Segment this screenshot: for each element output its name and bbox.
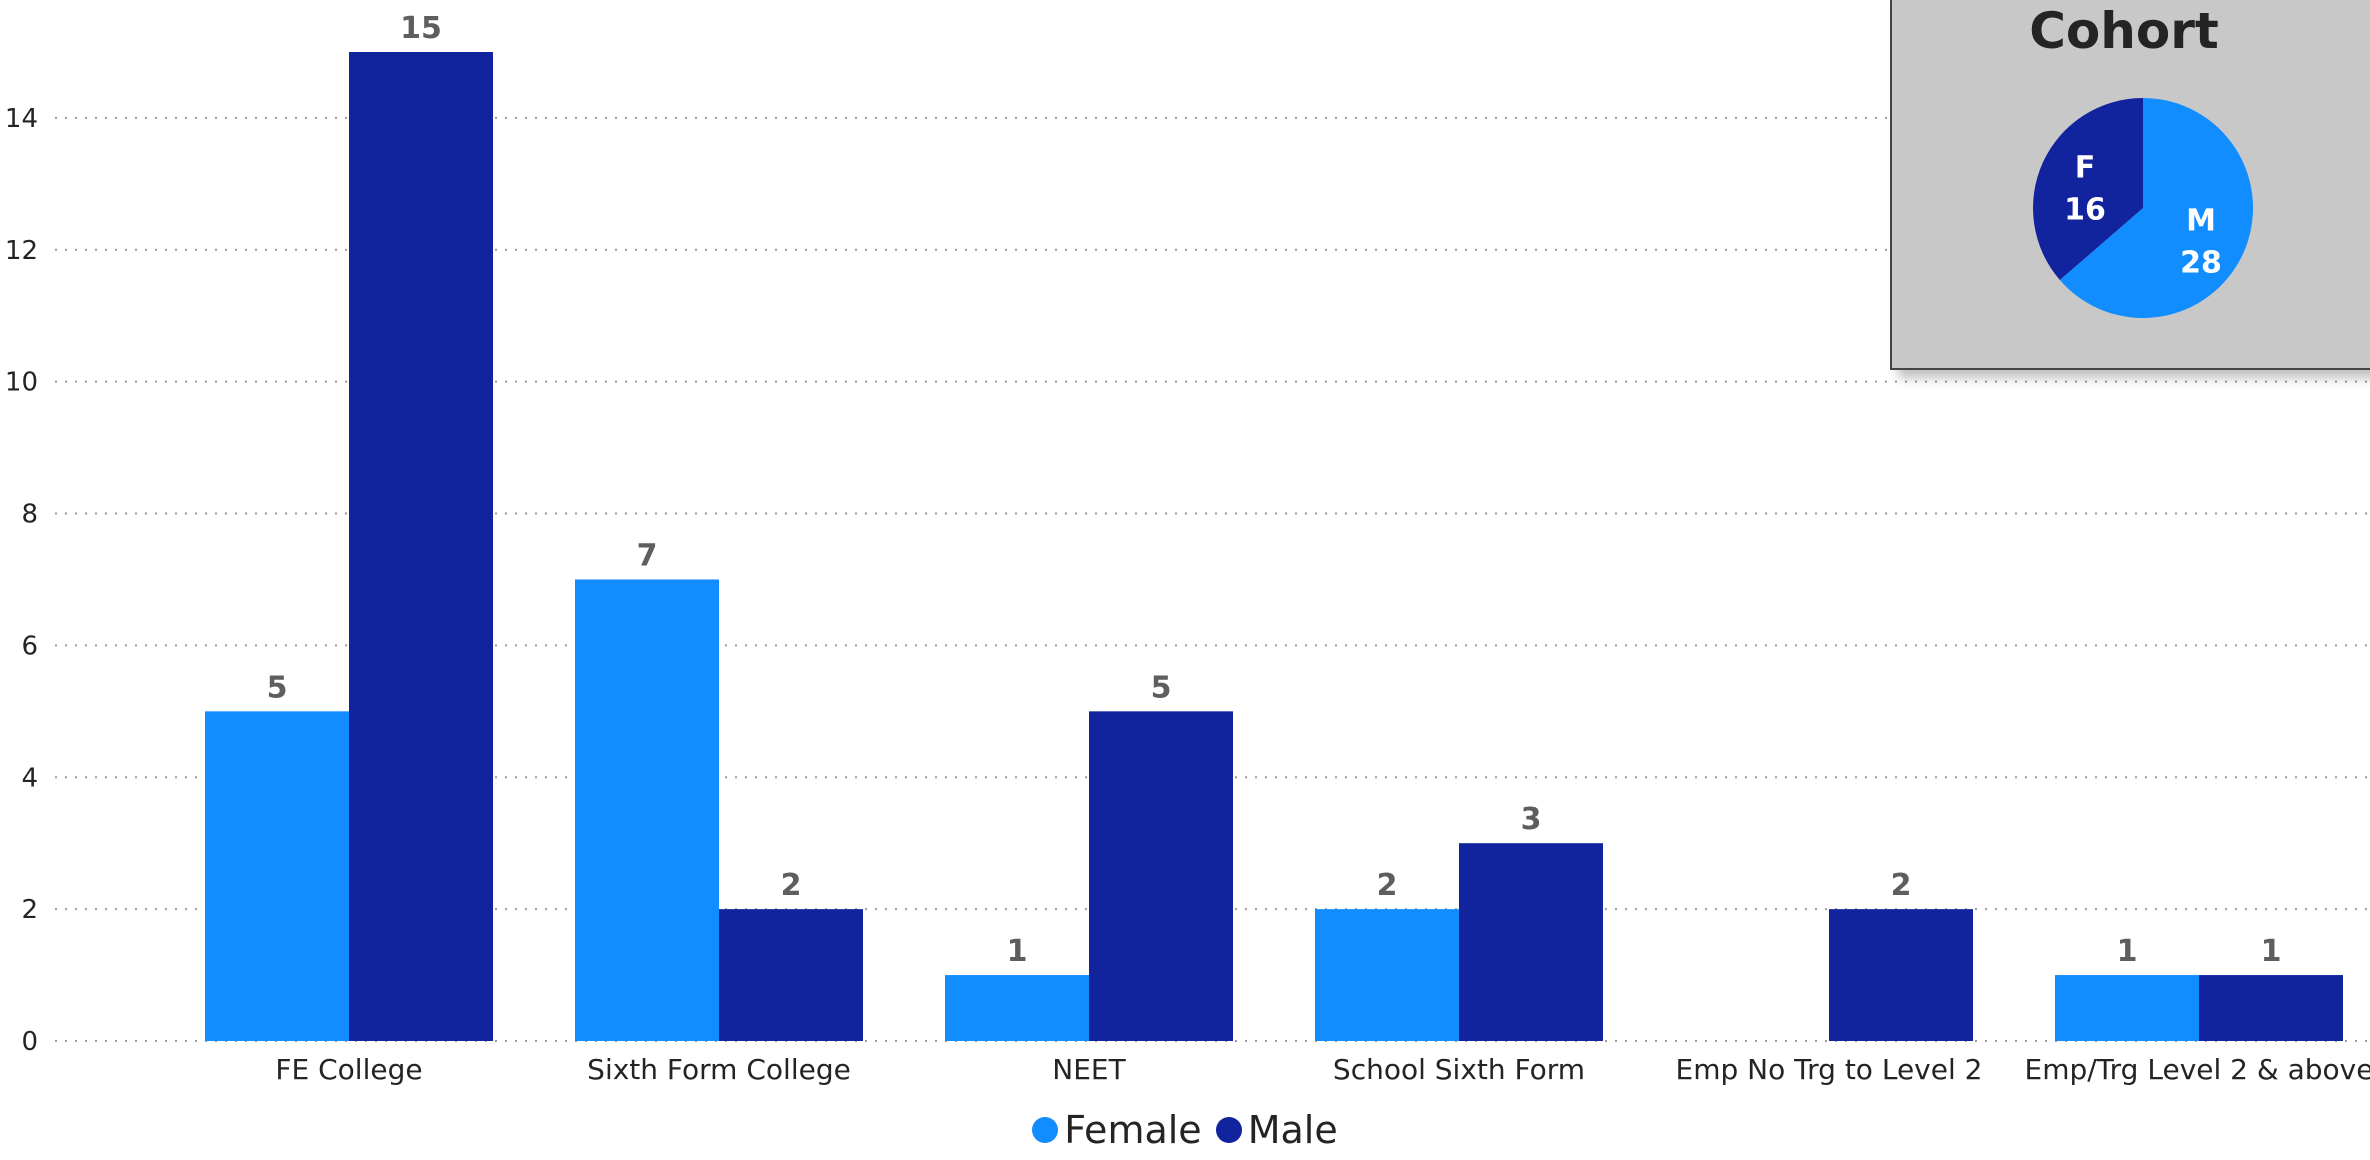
bar-male[interactable] xyxy=(1459,843,1603,1041)
legend-label-male: Male xyxy=(1247,1108,1338,1152)
cohort-pie-chart: M 28 F 16 xyxy=(2033,97,2253,318)
legend: Female Male xyxy=(0,1108,2370,1152)
data-label: 3 xyxy=(1521,802,1542,837)
y-tick-label: 0 xyxy=(21,1027,38,1057)
y-tick-label: 12 xyxy=(5,236,38,266)
bar-male[interactable] xyxy=(2199,975,2343,1041)
female-swatch-icon xyxy=(1032,1117,1059,1143)
data-label: 1 xyxy=(2117,934,2138,969)
pie-slice-value: 16 xyxy=(2064,192,2106,227)
pie-slice-label: F xyxy=(2075,150,2096,185)
y-tick-label: 2 xyxy=(21,895,38,925)
bar-female[interactable] xyxy=(945,975,1089,1041)
pie-slice-f[interactable] xyxy=(2033,97,2143,281)
x-axis: FE College Sixth Form College NEET School S… xyxy=(275,1053,2370,1086)
x-tick-label: NEET xyxy=(1052,1053,1126,1086)
pie-slice-value: 28 xyxy=(2180,246,2222,281)
x-tick-label: Emp No Trg to Level 2 xyxy=(1676,1053,1983,1086)
bar-male[interactable] xyxy=(1089,711,1233,1041)
bar-male[interactable] xyxy=(1829,909,1973,1041)
data-label: 5 xyxy=(1151,670,1172,705)
data-label: 1 xyxy=(2261,934,2282,969)
pie-slice-m[interactable] xyxy=(2059,98,2253,318)
data-label: 1 xyxy=(1007,934,1028,969)
legend-item-male[interactable]: Male xyxy=(1215,1108,1338,1152)
data-label: 7 xyxy=(637,538,658,573)
cohort-title: Cohort xyxy=(2029,2,2219,60)
bar-male[interactable] xyxy=(719,909,863,1041)
bar-female[interactable] xyxy=(2055,975,2199,1041)
data-label: 15 xyxy=(400,11,442,46)
legend-label-female: Female xyxy=(1064,1108,1202,1152)
y-tick-label: 4 xyxy=(21,763,38,793)
bars xyxy=(205,52,2343,1041)
cohort-card: Cohort M 28 F 16 xyxy=(1890,0,2370,370)
bar-male[interactable] xyxy=(349,52,493,1041)
data-label: 5 xyxy=(267,670,288,705)
y-axis: 0 2 4 6 8 10 12 14 xyxy=(5,104,38,1057)
data-label: 2 xyxy=(1891,868,1912,903)
y-tick-label: 8 xyxy=(21,500,38,530)
x-tick-label: School Sixth Form xyxy=(1333,1053,1585,1086)
bar-female[interactable] xyxy=(575,579,719,1041)
male-swatch-icon xyxy=(1215,1117,1242,1143)
x-tick-label: Sixth Form College xyxy=(587,1053,851,1086)
bar-female[interactable] xyxy=(1315,909,1459,1041)
pie-slice-label: M xyxy=(2186,204,2216,239)
y-tick-label: 10 xyxy=(5,368,38,398)
data-label: 2 xyxy=(1377,868,1398,903)
y-tick-label: 14 xyxy=(5,104,38,134)
bar-female[interactable] xyxy=(205,711,349,1041)
y-tick-label: 6 xyxy=(21,631,38,661)
legend-item-female[interactable]: Female xyxy=(1032,1108,1202,1152)
x-tick-label: Emp/Trg Level 2 & above xyxy=(2025,1053,2370,1086)
data-label: 2 xyxy=(781,868,802,903)
x-tick-label: FE College xyxy=(275,1053,422,1086)
